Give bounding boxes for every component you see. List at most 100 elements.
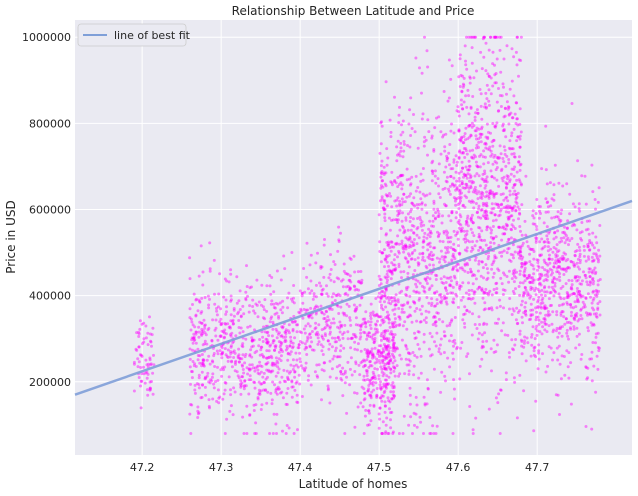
scatter-point xyxy=(433,246,437,250)
scatter-point xyxy=(449,291,453,295)
scatter-point xyxy=(241,368,245,371)
scatter-point xyxy=(529,317,533,321)
scatter-point xyxy=(510,277,514,281)
scatter-point xyxy=(455,280,459,284)
scatter-point xyxy=(272,339,276,343)
scatter-point xyxy=(274,301,278,305)
scatter-point xyxy=(555,215,558,219)
scatter-point xyxy=(321,287,325,291)
scatter-point xyxy=(417,203,421,206)
scatter-point xyxy=(460,182,464,186)
scatter-point xyxy=(297,373,301,377)
scatter-point xyxy=(473,273,477,277)
scatter-point xyxy=(212,382,216,386)
scatter-point xyxy=(584,311,588,315)
scatter-point xyxy=(332,354,336,358)
scatter-point xyxy=(475,164,479,168)
scatter-point xyxy=(464,174,468,178)
scatter-point xyxy=(581,300,585,304)
scatter-point xyxy=(545,330,549,334)
scatter-point xyxy=(391,381,395,385)
scatter-point xyxy=(325,310,328,314)
scatter-point xyxy=(385,272,389,276)
scatter-point xyxy=(387,361,391,365)
scatter-point xyxy=(508,147,512,151)
scatter-point xyxy=(587,257,591,261)
scatter-point xyxy=(343,371,347,375)
scatter-point xyxy=(320,368,324,372)
scatter-point xyxy=(545,225,549,229)
scatter-point xyxy=(578,282,582,286)
scatter-point xyxy=(418,281,422,285)
scatter-point xyxy=(566,266,570,270)
scatter-point xyxy=(469,175,473,178)
scatter-point xyxy=(384,384,388,388)
scatter-point xyxy=(393,180,397,184)
scatter-point xyxy=(336,325,340,329)
scatter-point xyxy=(300,331,303,335)
scatter-point xyxy=(507,280,511,284)
scatter-point xyxy=(454,216,458,220)
scatter-point xyxy=(497,226,501,229)
scatter-point xyxy=(544,124,548,128)
scatter-point xyxy=(397,211,401,215)
scatter-point xyxy=(281,325,285,329)
scatter-point xyxy=(271,361,275,365)
scatter-point xyxy=(422,332,426,336)
scatter-point xyxy=(475,143,479,147)
scatter-point xyxy=(556,265,560,269)
scatter-point xyxy=(389,240,393,244)
scatter-point xyxy=(238,356,242,360)
scatter-point xyxy=(543,318,547,322)
scatter-point xyxy=(465,261,469,265)
scatter-point xyxy=(575,312,579,315)
scatter-point xyxy=(366,355,370,359)
scatter-point xyxy=(445,233,449,237)
scatter-point xyxy=(413,258,417,262)
scatter-point xyxy=(298,382,302,386)
scatter-point xyxy=(213,328,217,332)
scatter-point xyxy=(479,195,482,199)
scatter-point xyxy=(506,247,510,251)
scatter-point xyxy=(519,130,523,134)
scatter-point xyxy=(378,385,382,389)
scatter-point xyxy=(380,170,384,173)
scatter-point xyxy=(396,196,400,200)
scatter-point xyxy=(381,358,385,362)
scatter-point xyxy=(435,290,439,294)
scatter-point xyxy=(381,321,385,325)
scatter-point xyxy=(389,390,393,394)
scatter-point xyxy=(426,233,430,237)
scatter-point xyxy=(264,362,268,366)
scatter-point xyxy=(198,354,202,358)
scatter-point xyxy=(483,291,487,295)
scatter-point xyxy=(389,357,393,361)
scatter-point xyxy=(422,340,426,344)
scatter-point xyxy=(421,167,425,170)
scatter-point xyxy=(473,118,477,122)
scatter-point xyxy=(474,256,478,259)
scatter-point xyxy=(340,323,344,327)
scatter-point xyxy=(503,273,507,277)
scatter-point xyxy=(386,361,390,365)
scatter-point xyxy=(495,121,499,125)
scatter-point xyxy=(359,270,363,273)
scatter-point xyxy=(368,351,372,355)
scatter-point xyxy=(511,206,515,210)
scatter-point xyxy=(499,203,503,207)
scatter-point xyxy=(385,382,389,386)
scatter-point xyxy=(552,351,556,355)
scatter-point xyxy=(492,138,495,142)
scatter-point xyxy=(229,294,233,298)
scatter-point xyxy=(550,197,554,201)
scatter-point xyxy=(478,184,482,188)
scatter-point xyxy=(518,248,522,252)
scatter-point xyxy=(466,168,469,172)
scatter-point xyxy=(453,316,457,319)
scatter-point xyxy=(494,218,498,222)
scatter-point xyxy=(408,393,412,397)
scatter-point xyxy=(535,333,539,337)
scatter-point xyxy=(597,186,601,190)
scatter-point xyxy=(507,158,511,161)
scatter-point xyxy=(383,329,387,333)
